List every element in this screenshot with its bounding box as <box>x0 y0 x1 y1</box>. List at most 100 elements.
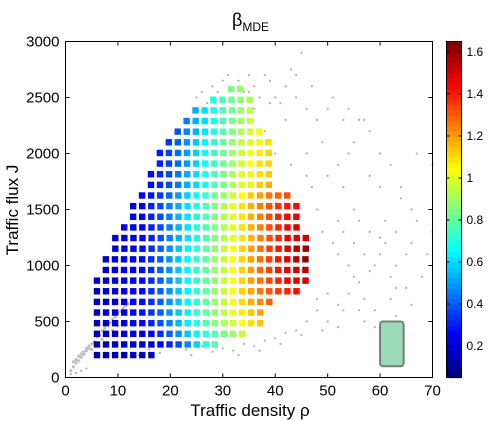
heat-cell <box>157 266 164 274</box>
heat-cell <box>193 319 200 327</box>
heat-cell <box>202 298 209 306</box>
outlier-point <box>316 309 319 312</box>
heat-cell <box>148 298 155 306</box>
colorbar-segment <box>446 204 462 211</box>
colorbar-segment <box>446 151 462 158</box>
heat-cell <box>247 288 255 295</box>
heat-cell <box>238 277 246 284</box>
heat-cell <box>111 266 119 274</box>
heat-cell <box>102 288 110 295</box>
heat-cell <box>247 181 254 189</box>
heat-cell <box>211 171 218 178</box>
y-tick-label: 2500 <box>26 90 59 107</box>
annotation-box <box>379 320 405 368</box>
heat-cell <box>284 288 291 295</box>
outlier-point <box>253 85 256 88</box>
heat-cell <box>157 213 164 220</box>
heat-cell <box>248 224 255 231</box>
heat-cell <box>139 341 146 348</box>
heat-cell <box>93 351 101 359</box>
heat-cell <box>274 192 282 199</box>
heat-cell <box>220 224 228 231</box>
heat-cell <box>257 234 264 242</box>
colorbar-segment <box>446 367 462 373</box>
heat-cell <box>120 330 128 338</box>
colorbar-segment <box>446 361 462 368</box>
outlier-point <box>232 349 235 352</box>
outlier-point <box>368 230 371 233</box>
heat-cell <box>139 288 146 295</box>
outlier-point <box>331 242 334 245</box>
heat-cell <box>93 341 101 348</box>
heat-cell <box>174 160 182 167</box>
outlier-point <box>258 349 261 352</box>
heat-cell <box>275 202 282 210</box>
heat-cell <box>184 202 191 210</box>
outlier-point <box>80 369 83 372</box>
heat-cell <box>174 128 181 135</box>
outlier-point <box>305 174 308 177</box>
heat-cell <box>237 128 245 135</box>
heat-cell <box>174 139 182 146</box>
low-density-point <box>90 347 94 352</box>
heat-cell <box>184 341 191 348</box>
heat-cell <box>302 245 309 252</box>
heat-cell <box>202 234 210 242</box>
heat-cell <box>166 298 173 306</box>
heat-cell <box>275 266 282 274</box>
heat-cell <box>165 181 173 189</box>
colorbar-ticks: 0.2 0.4 0.6 0.8 1 1.2 1.4 1.6 <box>446 45 484 353</box>
heat-cell <box>102 341 110 348</box>
heat-cell <box>130 341 137 348</box>
outlier-point <box>368 270 371 273</box>
heat-cell <box>202 330 209 338</box>
outlier-point <box>347 107 350 110</box>
heat-cell <box>102 256 110 263</box>
outlier-point <box>394 314 397 317</box>
heat-cell <box>175 288 182 295</box>
colorbar-segment <box>446 136 462 142</box>
heat-cell <box>184 288 191 295</box>
outlier-point <box>373 309 376 312</box>
colorbar-segment <box>446 57 462 64</box>
heat-cell <box>102 330 110 338</box>
heat-cell <box>112 245 119 252</box>
annotation-box-layer <box>379 320 405 368</box>
x-tick-label: 10 <box>110 383 127 400</box>
heat-cell <box>184 298 191 306</box>
heat-cell <box>175 319 182 327</box>
outlier-point <box>316 208 319 211</box>
outlier-point <box>237 79 240 82</box>
outlier-point <box>378 236 382 239</box>
colorbar-segment <box>446 241 462 247</box>
heat-cell <box>246 117 254 125</box>
heat-cell <box>229 224 237 231</box>
outlier-point <box>352 208 355 211</box>
heat-cell <box>120 288 128 295</box>
heat-cell <box>120 319 128 327</box>
heat-cell <box>247 139 254 146</box>
heat-cell <box>275 245 282 252</box>
outlier-point <box>337 163 340 166</box>
outlier-point <box>342 309 345 312</box>
heat-cell <box>192 117 199 125</box>
heat-cell <box>184 224 191 231</box>
outlier-point <box>158 351 161 354</box>
outlier-points <box>69 51 434 376</box>
heat-cell <box>247 149 254 157</box>
heat-cell <box>238 192 246 199</box>
heat-cell <box>193 330 200 338</box>
outlier-point <box>310 85 314 88</box>
heat-cell <box>229 181 236 189</box>
heat-cell <box>157 256 164 263</box>
heat-cell <box>237 96 244 103</box>
colorbar-segment <box>446 46 462 53</box>
low-density-point <box>103 326 107 330</box>
heat-cell <box>184 171 191 178</box>
heat-cell <box>247 266 255 274</box>
colorbar-segment <box>446 146 462 153</box>
heat-cell <box>220 171 227 178</box>
heat-cell <box>220 266 227 274</box>
heat-cell <box>202 288 209 295</box>
heat-cell <box>111 309 119 316</box>
